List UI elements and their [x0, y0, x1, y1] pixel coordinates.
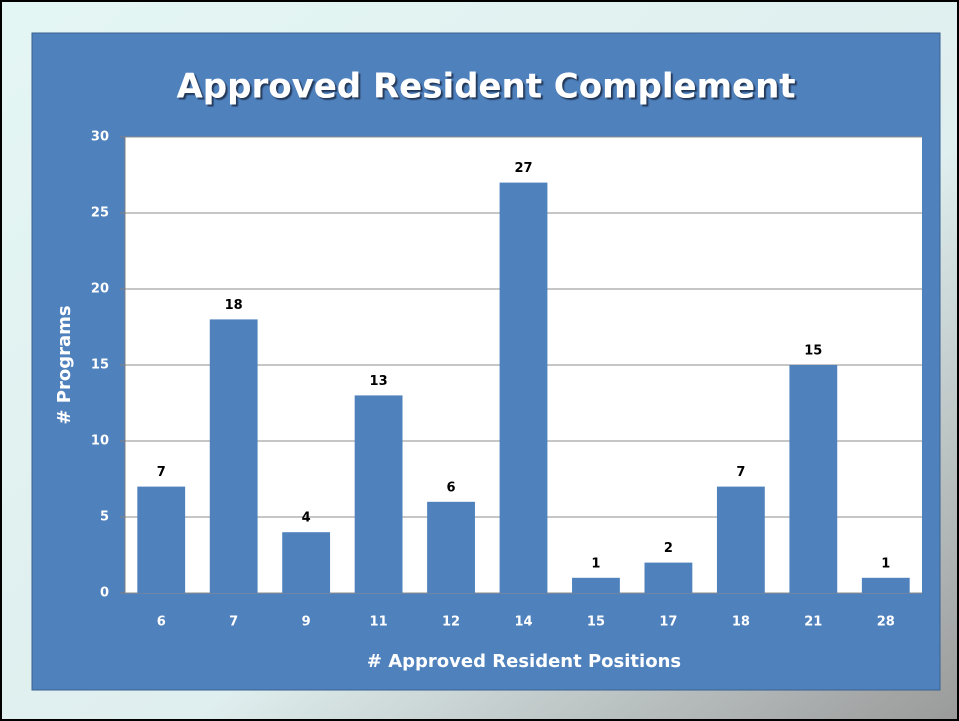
- data-label: 13: [370, 374, 388, 389]
- x-tick-label: 21: [804, 615, 822, 630]
- x-tick-label: 9: [302, 615, 311, 630]
- bar: [789, 365, 838, 593]
- bar: [861, 577, 910, 593]
- x-tick-label: 7: [229, 615, 238, 630]
- data-label: 1: [881, 556, 890, 571]
- bar: [282, 532, 331, 593]
- y-tick-label: 30: [91, 130, 109, 145]
- bar: [137, 486, 186, 593]
- bar: [209, 319, 258, 593]
- data-label: 15: [804, 344, 822, 359]
- bar: [716, 486, 765, 593]
- data-label: 4: [302, 511, 311, 526]
- y-tick-label: 10: [91, 434, 109, 449]
- y-tick-label: 15: [91, 358, 109, 373]
- data-label: 7: [157, 465, 166, 480]
- data-label: 27: [514, 161, 532, 176]
- data-label: 18: [225, 298, 243, 313]
- x-tick-label: 15: [587, 615, 605, 630]
- bar: [644, 562, 693, 593]
- chart-title: Approved Resident Complement: [176, 67, 795, 107]
- data-label: 6: [447, 480, 456, 495]
- bar: [572, 577, 620, 593]
- x-tick-label: 11: [370, 615, 388, 630]
- y-tick-label: 25: [91, 206, 109, 221]
- bar: [427, 501, 475, 593]
- y-tick-label: 5: [100, 510, 109, 525]
- y-tick-label: 0: [100, 586, 109, 601]
- data-label: 2: [664, 541, 673, 556]
- x-tick-label: 28: [877, 615, 895, 630]
- x-tick-label: 18: [732, 615, 750, 630]
- x-tick-label: 12: [442, 615, 460, 630]
- data-label: 7: [736, 465, 745, 480]
- x-tick-label: 14: [514, 615, 532, 630]
- x-axis-title: # Approved Resident Positions: [367, 651, 681, 672]
- data-label: 1: [591, 556, 600, 571]
- x-tick-label: 17: [659, 615, 677, 630]
- y-axis-title: # Programs: [54, 305, 75, 424]
- bar: [499, 182, 548, 593]
- y-tick-label: 20: [91, 282, 109, 297]
- x-tick-label: 6: [157, 615, 166, 630]
- bar: [354, 395, 403, 593]
